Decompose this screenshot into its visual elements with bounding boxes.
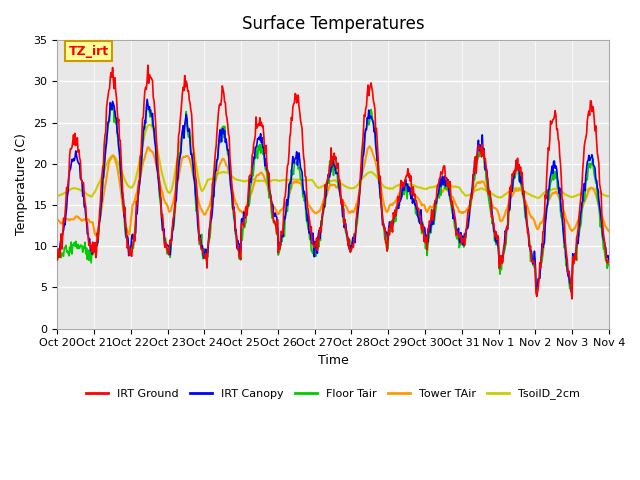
Title: Surface Temperatures: Surface Temperatures (242, 15, 424, 33)
Text: TZ_irt: TZ_irt (68, 45, 109, 58)
X-axis label: Time: Time (317, 354, 349, 367)
Legend: IRT Ground, IRT Canopy, Floor Tair, Tower TAir, TsoilD_2cm: IRT Ground, IRT Canopy, Floor Tair, Towe… (82, 384, 584, 404)
Y-axis label: Temperature (C): Temperature (C) (15, 133, 28, 235)
